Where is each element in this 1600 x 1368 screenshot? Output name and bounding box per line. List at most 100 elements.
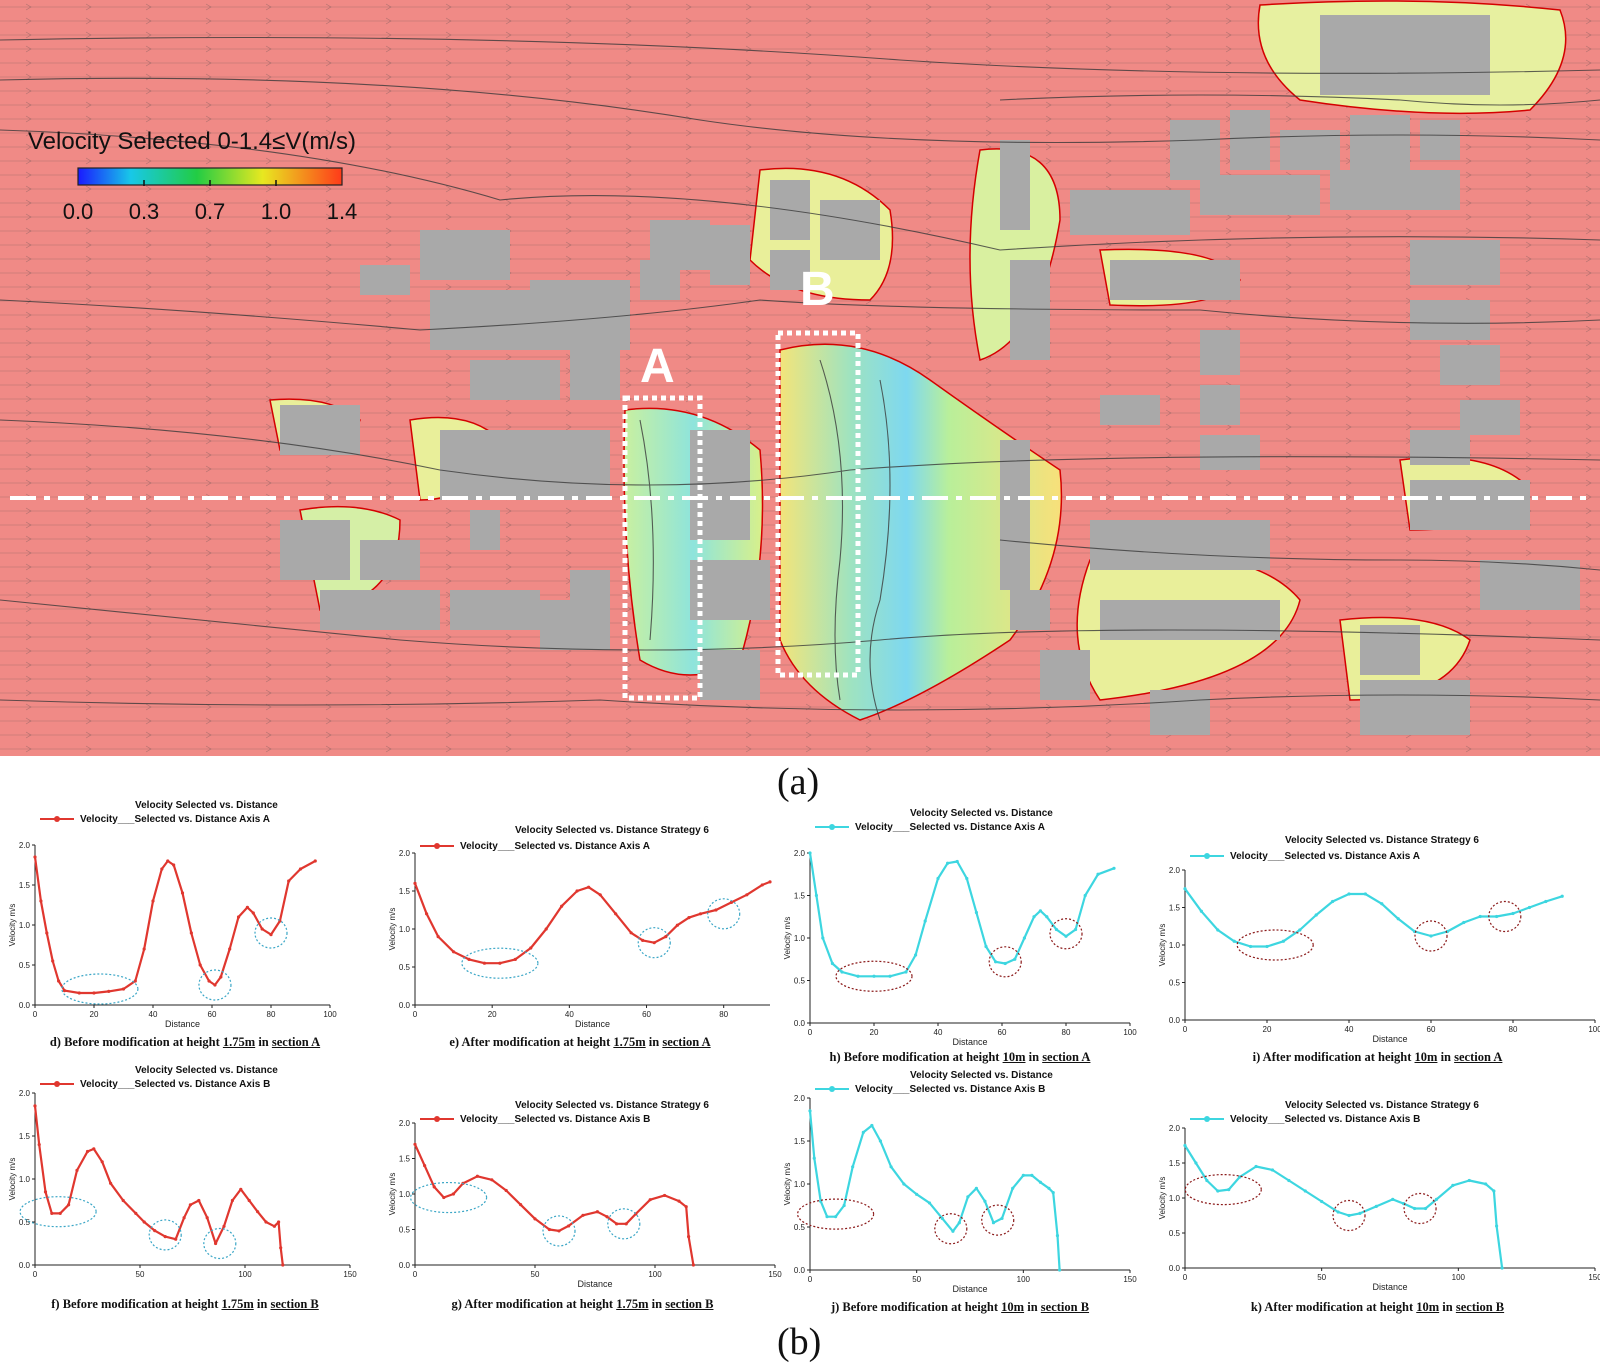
data-point <box>974 910 978 915</box>
x-tick-label: 0 <box>413 1010 418 1019</box>
data-point <box>236 915 241 919</box>
data-point <box>424 912 429 916</box>
section-a-label: A <box>640 340 675 393</box>
highlight-ellipse <box>254 917 288 949</box>
y-axis-label: Velocity m/s <box>388 1173 397 1216</box>
x-tick-label: 0 <box>808 1275 813 1284</box>
data-point <box>598 893 602 897</box>
y-tick-label: 0.5 <box>1169 1229 1181 1238</box>
buildings <box>280 15 1580 735</box>
caption-part: in <box>645 1035 663 1049</box>
x-tick-label: 100 <box>238 1270 252 1279</box>
data-point <box>1434 1197 1439 1201</box>
data-point <box>830 961 834 966</box>
data-point <box>1511 911 1515 916</box>
data-point <box>575 889 579 893</box>
colorbar-tick: 1.4 <box>327 199 358 224</box>
data-point <box>313 859 317 863</box>
caption-part: 10m <box>1416 1300 1440 1314</box>
data-point <box>808 1109 812 1113</box>
colorbar-title: Velocity Selected 0-1.4≤V(m/s) <box>28 128 356 155</box>
data-point <box>1003 961 1007 966</box>
data-point <box>45 931 49 935</box>
highlight-ellipse <box>1488 900 1522 933</box>
y-tick-label: 1.0 <box>399 925 411 934</box>
data-point <box>687 916 691 920</box>
y-tick-label: 0.0 <box>1169 1264 1181 1273</box>
legend-label: Velocity___Selected vs. Distance Axis B <box>1230 1114 1421 1125</box>
data-point <box>1051 1191 1055 1195</box>
data-point <box>1205 1178 1209 1183</box>
data-point <box>182 1216 186 1220</box>
data-point <box>214 1241 218 1246</box>
x-tick-label: 50 <box>136 1270 145 1279</box>
data-point <box>768 880 772 884</box>
data-point <box>664 935 668 939</box>
data-point <box>189 931 193 935</box>
x-tick-label: 150 <box>1588 1273 1600 1282</box>
data-point <box>842 1203 846 1208</box>
y-tick-label: 0.5 <box>399 963 411 972</box>
y-tick-label: 1.5 <box>19 881 31 890</box>
chart-caption: j) Before modification at height 10m in … <box>780 1300 1140 1315</box>
data-point <box>228 947 232 951</box>
data-point <box>1270 1168 1275 1172</box>
legend-label: Velocity___Selected vs. Distance Axis B <box>855 1084 1046 1095</box>
data-point <box>442 1195 446 1200</box>
y-tick-label: 1.0 <box>794 934 806 943</box>
data-point <box>33 855 37 859</box>
data-point <box>1227 1188 1231 1192</box>
y-axis-label: Velocity m/s <box>8 1158 17 1201</box>
y-tick-label: 0.5 <box>19 1218 31 1227</box>
chart-panel-f: Velocity Selected vs. Distance Velocity__… <box>5 1065 365 1315</box>
caption-part: section B <box>270 1297 319 1311</box>
data-point <box>1500 1266 1504 1270</box>
legend-label: Velocity___Selected vs. Distance Axis A <box>1230 851 1420 862</box>
chart-caption: g) After modification at height 1.75m in… <box>385 1297 780 1312</box>
x-tick-label: 40 <box>565 1010 574 1019</box>
data-point <box>1347 892 1351 896</box>
caption-part: in <box>1439 1300 1456 1314</box>
data-point <box>490 1178 494 1182</box>
chart-caption: d) Before modification at height 1.75m i… <box>5 1035 365 1050</box>
highlight-ellipse <box>1049 918 1083 950</box>
data-point <box>902 1182 906 1186</box>
data-point <box>1298 928 1302 932</box>
y-axis-label: Velocity m/s <box>1158 924 1167 967</box>
data-point <box>994 960 998 964</box>
legend-swatch <box>40 1081 74 1088</box>
data-point <box>595 1210 599 1214</box>
data-point <box>264 1220 268 1224</box>
x-tick-label: 80 <box>1062 1028 1071 1037</box>
highlight-ellipse <box>19 1196 97 1228</box>
y-axis-label: Velocity m/s <box>783 1163 792 1206</box>
data-point <box>107 989 111 993</box>
y-tick-label: 1.0 <box>399 1190 411 1199</box>
highlight-ellipse <box>1236 929 1314 961</box>
legend-label: Velocity___Selected vs. Distance Axis B <box>460 1114 651 1125</box>
chart-caption: i) After modification at height 10m in s… <box>1155 1050 1600 1065</box>
data-point <box>605 1215 609 1219</box>
data-point <box>43 1190 48 1194</box>
x-tick-label: 40 <box>934 1028 943 1037</box>
chart-panel-j: Velocity Selected vs. Distance Velocity__… <box>780 1070 1140 1318</box>
colorbar-tick: 0.7 <box>195 199 226 224</box>
caption-part: g) After modification at height <box>451 1297 617 1311</box>
chart-panel-h: Velocity Selected vs. Distance Velocity__… <box>780 808 1140 1070</box>
data-point <box>247 1198 251 1203</box>
highlight-ellipse <box>637 927 671 959</box>
data-point <box>1527 905 1531 910</box>
data-point <box>974 1186 978 1190</box>
chart-panel-e: Velocity Selected vs. Distance Strategy … <box>385 825 775 1055</box>
highlight-ellipse <box>1403 1192 1437 1225</box>
data-point <box>851 1165 855 1169</box>
data-point <box>675 923 679 927</box>
data-point <box>923 919 927 923</box>
data-point <box>219 975 223 979</box>
data-point <box>272 1224 276 1228</box>
data-point <box>1238 1175 1242 1179</box>
x-tick-label: 0 <box>413 1270 418 1279</box>
chart-title: Velocity Selected vs. Distance Strategy … <box>515 1100 709 1111</box>
streamlines <box>0 36 1600 721</box>
x-tick-label: 0 <box>1183 1273 1188 1282</box>
